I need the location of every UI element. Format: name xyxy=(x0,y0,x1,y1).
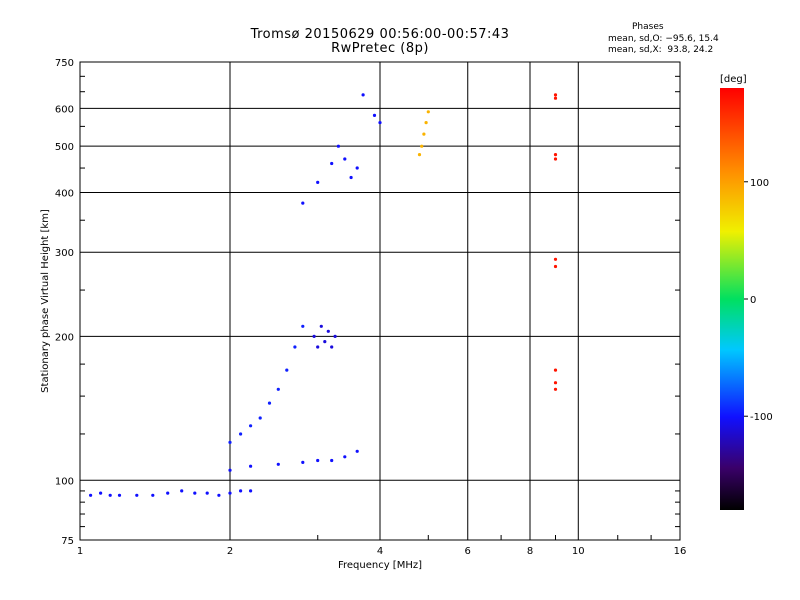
data-point xyxy=(166,491,170,495)
data-point xyxy=(312,334,316,338)
data-point xyxy=(349,175,353,180)
chart-title: Tromsø 20150629 00:56:00-00:57:43 xyxy=(250,27,510,42)
data-point xyxy=(316,458,320,463)
data-point xyxy=(217,493,221,497)
phases-title: Phases xyxy=(632,22,664,32)
x-tick-label: 8 xyxy=(527,546,533,557)
data-point xyxy=(319,324,323,328)
data-point xyxy=(553,368,558,372)
colorbar xyxy=(720,88,744,510)
y-tick-label: 400 xyxy=(55,188,74,199)
data-point xyxy=(330,161,334,166)
data-point xyxy=(323,340,327,344)
data-point xyxy=(285,368,289,372)
grid-lines xyxy=(80,62,680,540)
data-point xyxy=(326,329,330,333)
data-point xyxy=(553,96,558,100)
data-point xyxy=(424,121,428,125)
phases-o-stats: mean, sd,O: −95.6, 15.4 xyxy=(608,34,719,44)
x-tick-label: 6 xyxy=(465,546,471,557)
chart-subtitle: RwPretec (8p) xyxy=(331,41,429,56)
data-point xyxy=(316,180,320,184)
data-point xyxy=(117,493,122,497)
data-point xyxy=(330,458,334,463)
data-point xyxy=(239,432,243,436)
data-point xyxy=(361,93,365,97)
data-point xyxy=(553,387,558,391)
axis-ticks: 1 2 4 6 8 10 16 75 100 200 300 400 500 600 750 xyxy=(55,58,686,557)
data-point xyxy=(553,153,558,157)
data-point xyxy=(180,489,184,493)
data-point xyxy=(249,489,253,493)
data-point xyxy=(99,491,103,495)
y-tick-label: 600 xyxy=(55,104,74,115)
data-point xyxy=(343,157,347,161)
data-point xyxy=(301,324,305,328)
y-axis-label: Stationary phase Virtual Height [km] xyxy=(40,209,51,393)
colorbar-ticks: 100 0 -100 xyxy=(744,178,773,423)
data-point xyxy=(258,416,262,420)
data-point xyxy=(333,334,337,338)
data-point xyxy=(301,201,305,205)
data-point xyxy=(293,345,297,349)
y-tick-label: 500 xyxy=(55,142,74,153)
data-point xyxy=(355,166,359,170)
x-axis-label: Frequency [MHz] xyxy=(338,560,422,571)
data-points xyxy=(89,93,558,497)
data-point xyxy=(276,462,280,466)
data-point xyxy=(553,381,558,385)
data-point xyxy=(426,110,430,114)
data-point xyxy=(228,491,232,495)
x-tick-label: 1 xyxy=(77,546,83,557)
phases-x-stats: mean, sd,X: 93.8, 24.2 xyxy=(608,45,714,55)
y-tick-label: 200 xyxy=(55,332,74,343)
data-point xyxy=(336,144,340,148)
y-tick-label: 750 xyxy=(55,58,74,69)
data-point xyxy=(205,491,209,495)
data-point xyxy=(135,493,139,497)
x-tick-label: 10 xyxy=(572,546,585,557)
data-point xyxy=(422,132,426,136)
data-point xyxy=(343,455,347,459)
y-tick-label: 300 xyxy=(55,248,74,259)
data-point xyxy=(553,257,558,261)
data-point xyxy=(89,493,93,497)
plot-frame xyxy=(79,61,681,541)
data-point xyxy=(330,345,334,349)
data-point xyxy=(151,493,155,497)
data-point xyxy=(228,468,232,472)
data-point xyxy=(420,144,424,148)
data-point xyxy=(193,491,197,495)
data-point xyxy=(249,424,253,428)
x-tick-label: 4 xyxy=(377,546,383,557)
data-point xyxy=(553,264,558,269)
data-point xyxy=(108,493,112,497)
data-point xyxy=(553,93,558,97)
data-point xyxy=(417,153,422,157)
data-point xyxy=(276,387,280,391)
colorbar-tick-label: 0 xyxy=(750,295,756,306)
data-point xyxy=(267,401,272,405)
x-tick-label: 2 xyxy=(227,546,233,557)
data-point xyxy=(301,460,305,464)
data-point xyxy=(316,345,320,349)
colorbar-tick-label: -100 xyxy=(750,412,773,423)
y-tick-label: 75 xyxy=(61,536,74,547)
data-point xyxy=(355,449,359,453)
colorbar-label: [deg] xyxy=(720,74,747,85)
data-point xyxy=(553,157,558,161)
data-point xyxy=(239,489,243,493)
y-tick-label: 100 xyxy=(55,476,74,487)
x-tick-label: 16 xyxy=(674,546,687,557)
data-point xyxy=(228,440,232,444)
data-point xyxy=(378,121,382,125)
data-point xyxy=(249,464,253,468)
data-point xyxy=(372,113,377,117)
colorbar-tick-label: 100 xyxy=(750,178,769,189)
